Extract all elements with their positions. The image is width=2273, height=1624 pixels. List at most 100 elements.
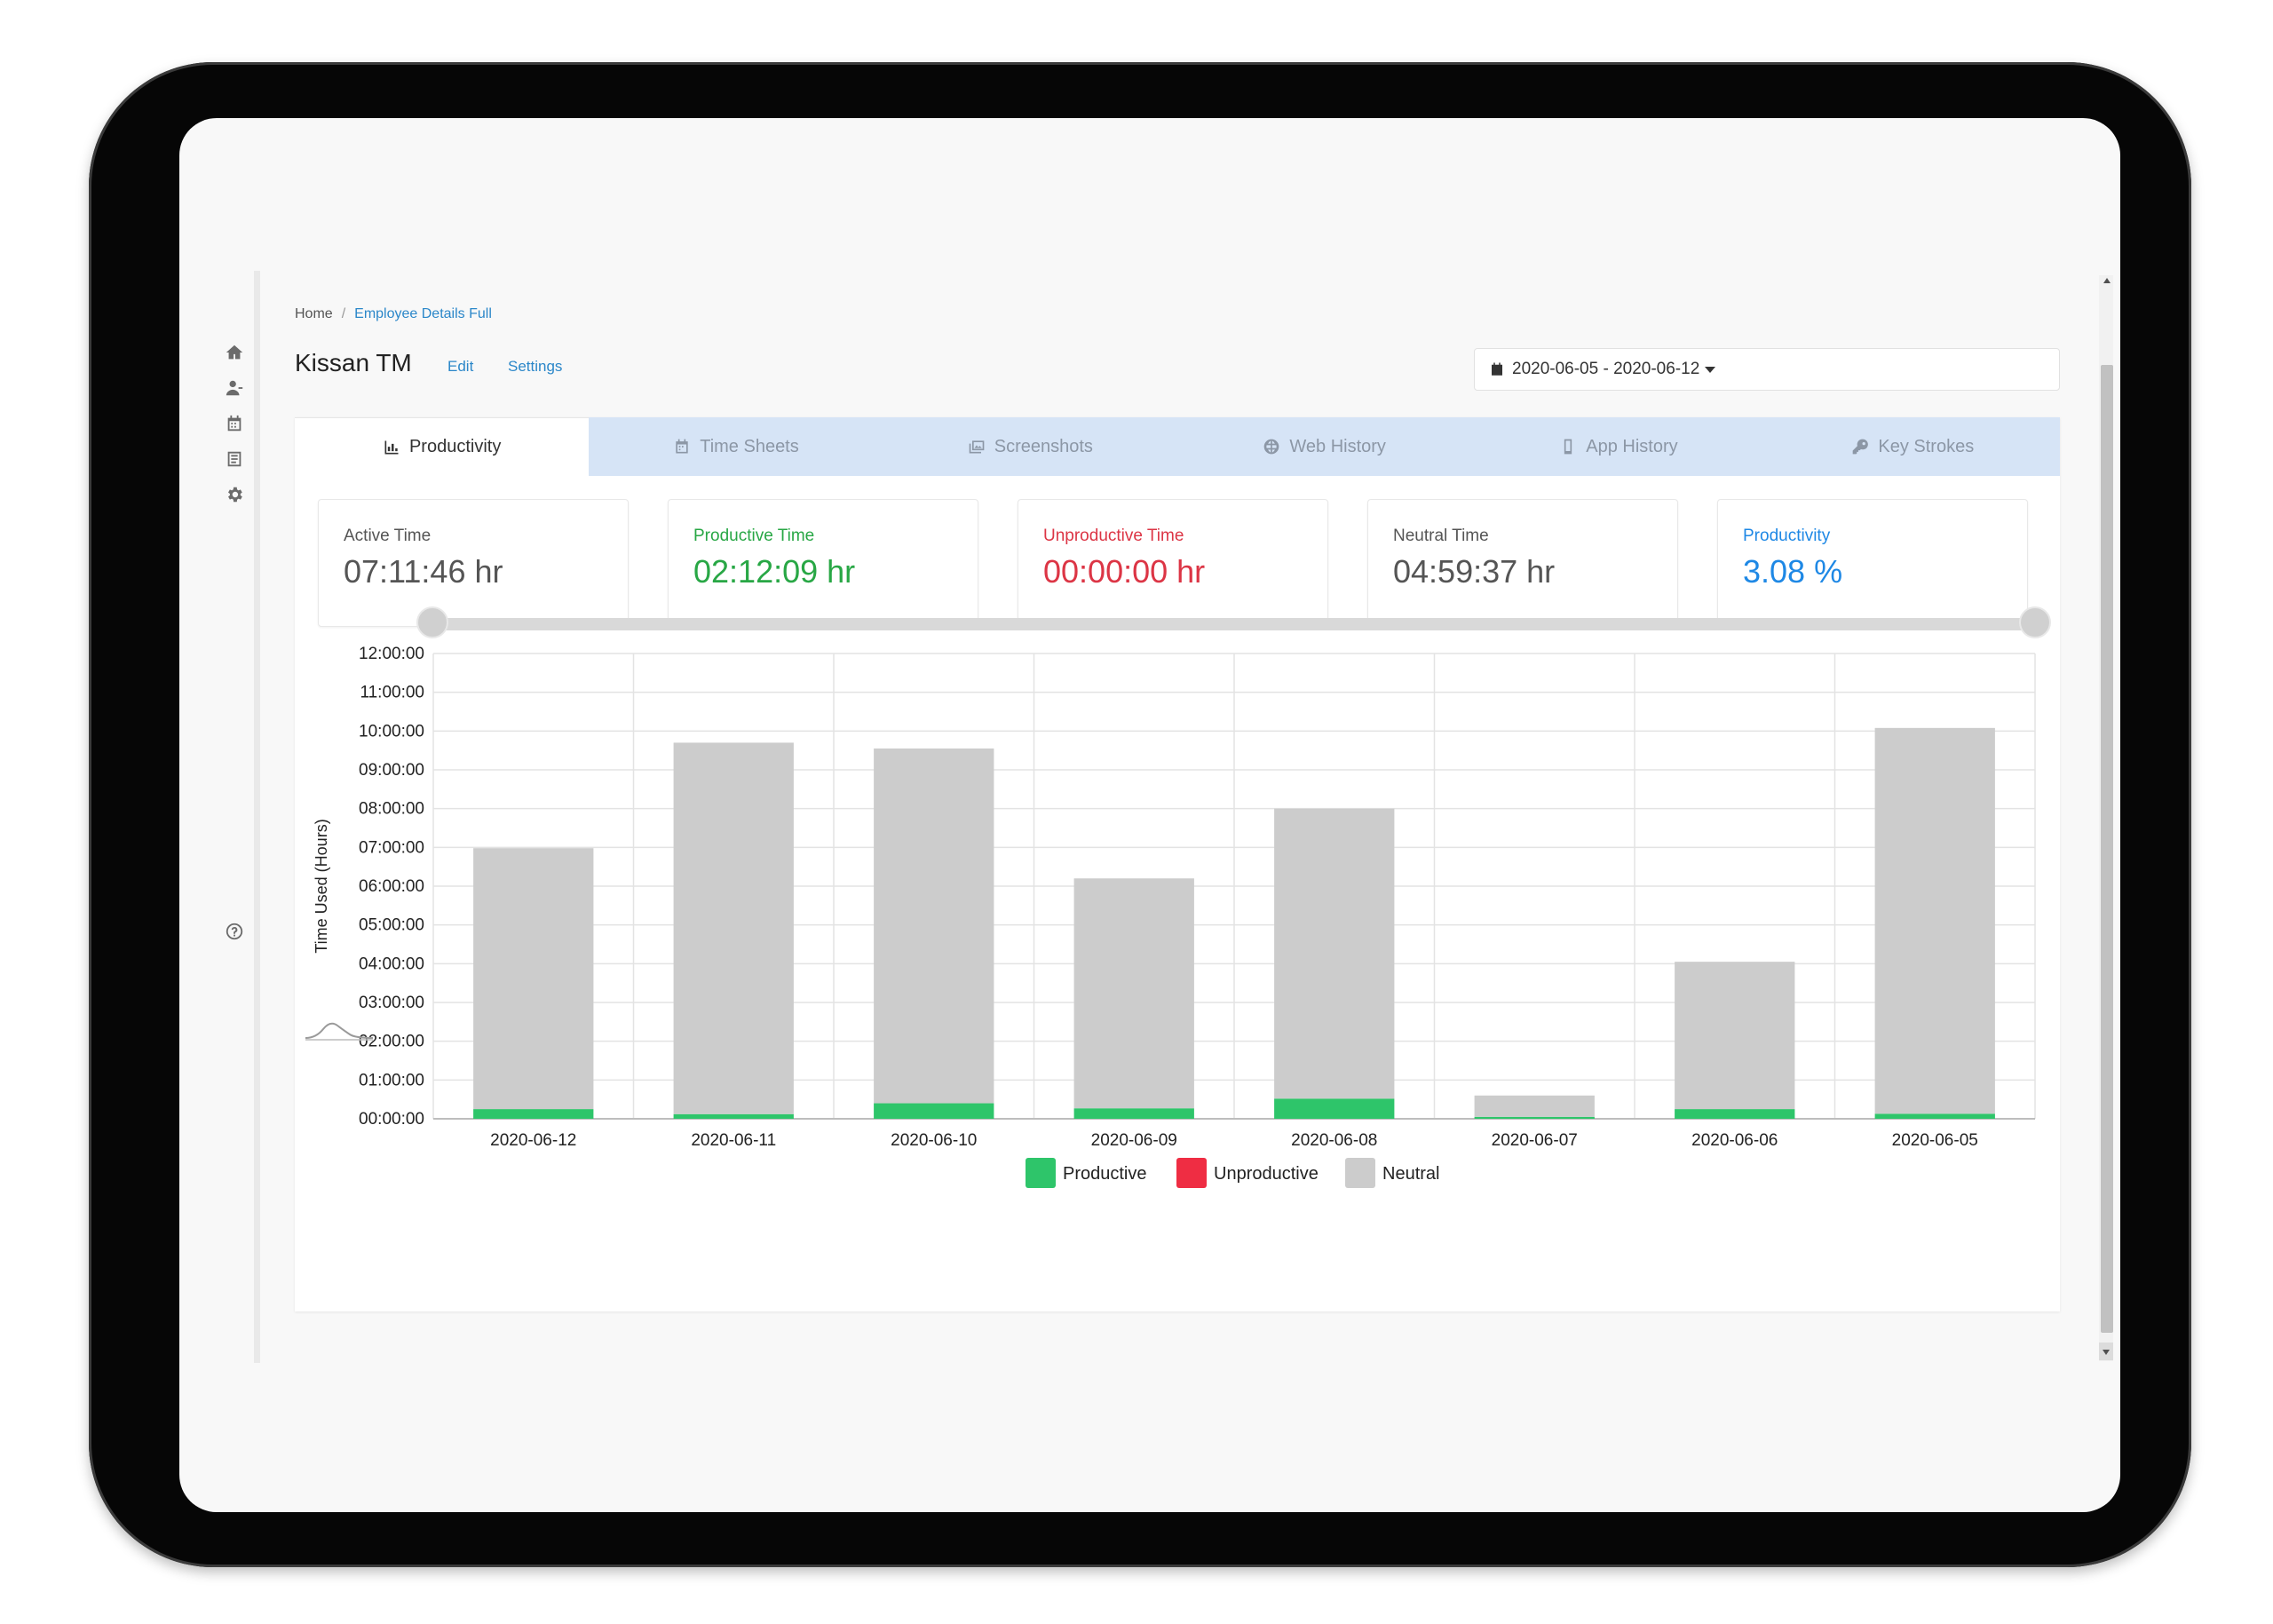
y-tick-label: 08:00:00 <box>359 800 424 819</box>
bar-productive-2020-06-06[interactable] <box>1675 1109 1795 1119</box>
stat-value: 00:00:00 hr <box>1043 553 1206 590</box>
tab-label: App History <box>1586 436 1678 456</box>
breadcrumb-current[interactable]: Employee Details Full <box>354 306 492 321</box>
x-tick-label: 2020-06-07 <box>1492 1131 1578 1150</box>
scroll-down-icon <box>2103 1350 2110 1355</box>
legend-swatch-productive[interactable] <box>1026 1158 1056 1188</box>
stat-label: Unproductive Time <box>1043 527 1184 545</box>
mobile-icon <box>1564 439 1572 455</box>
tab-label: Time Sheets <box>700 436 799 456</box>
key-icon <box>1853 439 1869 455</box>
bar-neutral-2020-06-08[interactable] <box>1274 808 1395 1099</box>
bar-productive-2020-06-08[interactable] <box>1274 1098 1395 1119</box>
y-tick-label: 12:00:00 <box>359 645 424 663</box>
legend-label-unproductive[interactable]: Unproductive <box>1214 1164 1319 1184</box>
y-tick-label: 11:00:00 <box>360 684 424 702</box>
legend-label-neutral[interactable]: Neutral <box>1382 1164 1439 1184</box>
bar-productive-2020-06-05[interactable] <box>1874 1113 1995 1119</box>
y-tick-label: 02:00:00 <box>359 1033 424 1051</box>
y-axis-label: Time Used (Hours) <box>313 819 330 953</box>
y-tick-label: 04:00:00 <box>359 955 424 973</box>
y-tick-label: 05:00:00 <box>359 916 424 935</box>
bar-neutral-2020-06-05[interactable] <box>1874 727 1995 1114</box>
stat-value: 3.08 % <box>1743 553 1843 590</box>
bar-neutral-2020-06-09[interactable] <box>1073 878 1194 1109</box>
breadcrumb-home[interactable]: Home <box>295 306 333 321</box>
breadcrumb-separator: / <box>341 306 346 321</box>
x-tick-label: 2020-06-12 <box>490 1131 576 1150</box>
x-tick-label: 2020-06-06 <box>1691 1131 1778 1150</box>
stat-active-time: Active Time 07:11:46 hr <box>318 499 629 627</box>
tab-label: Screenshots <box>994 436 1093 456</box>
sidebar <box>215 271 260 1363</box>
settings-link[interactable]: Settings <box>508 358 563 375</box>
scrollbar-thumb[interactable] <box>2101 365 2113 1333</box>
stat-unproductive-time: Unproductive Time 00:00:00 hr <box>1018 499 1328 627</box>
tab-web-history[interactable]: Web History <box>1177 417 1471 476</box>
stat-neutral-time: Neutral Time 04:59:37 hr <box>1367 499 1678 627</box>
zoom-slider-track[interactable] <box>416 606 2051 638</box>
bar-productive-2020-06-07[interactable] <box>1474 1116 1595 1119</box>
x-tick-label: 2020-06-05 <box>1892 1131 1978 1150</box>
tab-key-strokes[interactable]: Key Strokes <box>1766 417 2060 476</box>
bar-productive-2020-06-09[interactable] <box>1073 1108 1194 1119</box>
chevron-down-icon <box>1705 366 1716 373</box>
stat-label: Productive Time <box>693 527 815 545</box>
legend-label-productive[interactable]: Productive <box>1063 1164 1147 1184</box>
bar-productive-2020-06-11[interactable] <box>673 1113 794 1119</box>
stat-label: Productivity <box>1743 527 1831 545</box>
users-icon[interactable] <box>224 377 245 399</box>
bar-neutral-2020-06-06[interactable] <box>1675 962 1795 1110</box>
x-tick-label: 2020-06-08 <box>1291 1131 1377 1150</box>
calendar-icon <box>1492 362 1502 376</box>
report-icon[interactable] <box>224 448 245 470</box>
tab-time-sheets[interactable]: Time Sheets <box>589 417 883 476</box>
bar-neutral-2020-06-11[interactable] <box>673 742 794 1114</box>
images-icon <box>969 440 985 454</box>
stat-productive-time: Productive Time 02:12:09 hr <box>668 499 978 627</box>
zoom-slider-handle-left[interactable] <box>416 606 448 638</box>
productivity-chart: 00:00:00 01:00:00 02:00:00 03:00:00 04:00:00… <box>313 645 2036 1188</box>
y-tick-label: 06:00:00 <box>359 877 424 896</box>
tab-label: Productivity <box>408 437 502 456</box>
y-tick-label: 03:00:00 <box>359 994 424 1012</box>
home-icon[interactable] <box>224 342 245 363</box>
legend-swatch-neutral[interactable] <box>1345 1158 1375 1188</box>
page-title: Kissan TM <box>295 349 412 376</box>
y-tick-label: 09:00:00 <box>359 761 424 780</box>
globe-icon <box>1264 439 1279 455</box>
stat-value: 04:59:37 hr <box>1393 553 1556 590</box>
tab-app-history[interactable]: App History <box>1471 417 1765 476</box>
main-card: Productivity Time Sheets Screenshots Web… <box>295 417 2060 1311</box>
y-tick-label: 00:00:00 <box>359 1110 424 1129</box>
edit-link[interactable]: Edit <box>447 358 474 375</box>
gear-icon[interactable] <box>224 484 245 505</box>
bar-productive-2020-06-10[interactable] <box>874 1103 994 1119</box>
app-screen: Home / Employee Details Full Kissan TM E… <box>179 118 2120 1512</box>
bar-chart-icon <box>384 440 399 454</box>
calendar-icon <box>676 439 688 454</box>
y-tick-label: 07:00:00 <box>359 838 424 857</box>
x-tick-label: 2020-06-09 <box>1091 1131 1177 1150</box>
scroll-up-icon[interactable] <box>2101 275 2113 288</box>
tab-label: Web History <box>1289 436 1386 456</box>
bar-neutral-2020-06-12[interactable] <box>473 848 594 1110</box>
zoom-slider-handle-right[interactable] <box>2019 606 2051 638</box>
y-tick-label: 10:00:00 <box>359 722 424 741</box>
help-icon[interactable] <box>224 921 245 942</box>
bar-productive-2020-06-12[interactable] <box>473 1109 594 1119</box>
stat-value: 02:12:09 hr <box>693 553 856 590</box>
scroll-down-button[interactable] <box>2099 1343 2113 1360</box>
breadcrumb: Home / Employee Details Full <box>295 306 492 322</box>
stat-label: Neutral Time <box>1393 527 1489 545</box>
tab-screenshots[interactable]: Screenshots <box>883 417 1177 476</box>
bar-neutral-2020-06-07[interactable] <box>1474 1095 1595 1117</box>
bar-neutral-2020-06-10[interactable] <box>874 748 994 1104</box>
legend-swatch-unproductive[interactable] <box>1176 1158 1207 1188</box>
tab-productivity[interactable]: Productivity <box>295 417 590 476</box>
wave-icon <box>305 1022 374 1041</box>
stat-productivity: Productivity 3.08 % <box>1717 499 2028 627</box>
date-range-picker[interactable]: 2020-06-05 - 2020-06-12 <box>1474 348 2060 391</box>
calendar-icon[interactable] <box>224 413 245 434</box>
x-tick-label: 2020-06-11 <box>691 1131 776 1150</box>
